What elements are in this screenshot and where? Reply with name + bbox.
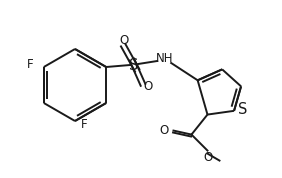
Text: O: O xyxy=(159,124,168,137)
Text: O: O xyxy=(144,80,153,93)
Text: O: O xyxy=(204,151,213,164)
Text: NH: NH xyxy=(155,53,173,66)
Text: F: F xyxy=(27,57,34,70)
Text: S: S xyxy=(129,57,139,72)
Text: S: S xyxy=(238,102,248,117)
Text: O: O xyxy=(120,35,129,48)
Text: F: F xyxy=(81,119,88,132)
